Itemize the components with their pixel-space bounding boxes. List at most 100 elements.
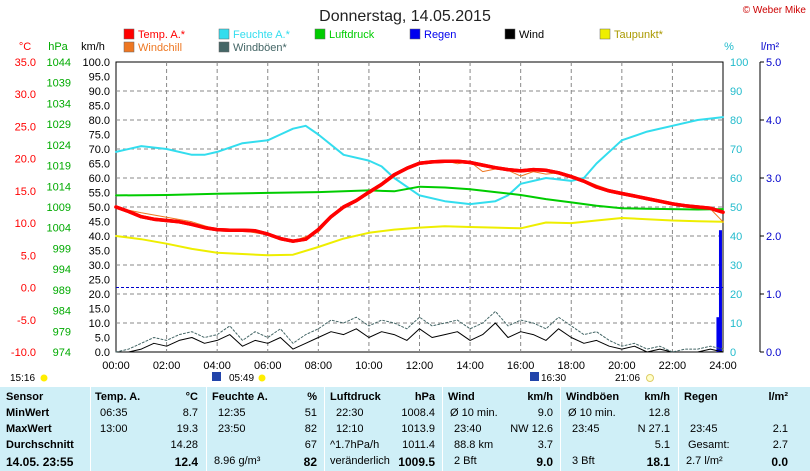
max-rain-value: 2.1 (772, 423, 788, 435)
hum-tick-label: 60 (730, 173, 742, 185)
legend-label: Wind (519, 29, 544, 41)
x-tick-label: 18:00 (557, 360, 585, 372)
rain-bar (718, 230, 722, 352)
rain-bar (716, 317, 720, 352)
x-tick-label: 04:00 (203, 360, 231, 372)
temp-unit-label: °C (19, 41, 31, 53)
row-label-current: 14.05. 23:55 (6, 455, 74, 469)
hum-tick-label: 10 (730, 318, 742, 330)
min-hum-value: 51 (304, 407, 317, 419)
min-hum-time: 12:35 (218, 407, 246, 419)
table-row-current: 14.05. 23:55 12.4 8.96 g/m³ 82 veränderl… (0, 453, 810, 469)
series-line-temp-top (114, 159, 725, 243)
wind-unit-label: km/h (81, 41, 105, 53)
current-gust-value: 18.1 (646, 455, 670, 469)
temp-tick-label: 25.0 (15, 121, 36, 133)
copyright-text: © Weber Mike (743, 5, 807, 16)
current-abs-humidity: 8.96 g/m³ (214, 455, 261, 467)
wind-tick-label: 0.0 (95, 347, 110, 359)
press-tick-label: 999 (53, 243, 71, 255)
x-tick-label: 06:00 (254, 360, 282, 372)
sun-icon (40, 374, 48, 382)
x-tick-label: 24:00 (709, 360, 737, 372)
series-line-wind (115, 322, 724, 353)
legend-swatch (504, 28, 516, 40)
press-tick-label: 1044 (47, 57, 71, 69)
legend-label: Luftdruck (329, 29, 375, 41)
x-tick-label: 16:00 (507, 360, 535, 372)
hum-tick-label: 90 (730, 86, 742, 98)
press-tick-label: 989 (53, 285, 71, 297)
table-row-max: MaxWert 13:00 19.3 23:50 82 12:10 1013.9… (0, 421, 810, 437)
wind-tick-label: 40.0 (89, 231, 110, 243)
temp-tick-label: 0.0 (21, 283, 36, 295)
chart-title: Donnerstag, 14.05.2015 (319, 8, 491, 25)
current-temp-value: 12.4 (174, 455, 198, 469)
table-divider (324, 387, 325, 471)
hum-unit-label: % (724, 41, 734, 53)
temp-tick-label: -5.0 (17, 315, 36, 327)
x-tick-label: 08:00 (305, 360, 333, 372)
press-tick-label: 1009 (47, 202, 71, 214)
legend-swatch (123, 41, 135, 53)
legend-label: Windböen* (233, 42, 288, 54)
table-row-min: MinWert 06:35 8.7 12:35 51 22:30 1008.4 … (0, 405, 810, 421)
wind-tick-label: 100.0 (82, 57, 110, 69)
temp-tick-label: 15.0 (15, 186, 36, 198)
header-gust-unit: km/h (644, 391, 670, 403)
header-hum: Feuchte A. (212, 391, 268, 403)
header-hum-unit: % (307, 391, 317, 403)
table-row-avg: Durchschnitt 14.28 67 ^1.7hPa/h 1011.4 8… (0, 437, 810, 453)
rain-tick-label: 0.0 (766, 347, 781, 359)
x-tick-label: 20:00 (608, 360, 636, 372)
avg-hum-value: 67 (304, 439, 317, 451)
rain-tick-label: 5.0 (766, 57, 781, 69)
hum-tick-label: 0 (730, 347, 736, 359)
sun-row-left-time: 15:16 (10, 373, 35, 384)
header-press-unit: hPa (414, 391, 435, 403)
wind-tick-label: 15.0 (89, 304, 110, 316)
header-press: Luftdruck (330, 391, 381, 403)
header-wind: Wind (448, 391, 475, 403)
rain-unit-label: l/m² (761, 41, 780, 53)
table-divider (90, 387, 91, 471)
legend-label: Regen (424, 29, 456, 41)
avg-press-note: ^1.7hPa/h (330, 439, 380, 451)
legend-swatch (409, 28, 421, 40)
min-temp-value: 8.7 (182, 407, 198, 419)
current-wind-value: 9.0 (536, 455, 553, 469)
series-line-windb-en (115, 310, 724, 353)
wind-tick-label: 60.0 (89, 173, 110, 185)
max-press-value: 1013.9 (401, 423, 435, 435)
max-gust-time: 23:45 (572, 423, 600, 435)
table-divider (442, 387, 443, 471)
max-wind-value: NW 12.6 (510, 423, 553, 435)
avg-wind-value: 3.7 (537, 439, 553, 451)
press-tick-label: 994 (53, 264, 71, 276)
sunset-time: 21:06 (615, 373, 640, 384)
max-temp-value: 19.3 (176, 423, 198, 435)
temp-tick-label: -10.0 (11, 347, 36, 359)
legend-swatch (218, 41, 230, 53)
legend-swatch (314, 28, 326, 40)
table-divider (206, 387, 207, 471)
temp-tick-label: 10.0 (15, 218, 36, 230)
x-tick-label: 22:00 (659, 360, 687, 372)
max-temp-time: 13:00 (100, 423, 128, 435)
max-rain-time: 23:45 (690, 423, 718, 435)
current-wind-bft: 2 Bft (454, 455, 477, 467)
legend-label: Feuchte A.* (233, 29, 291, 41)
min-wind-value: 9.0 (537, 407, 553, 419)
legend-swatch (218, 28, 230, 40)
current-rain-rate: 2.7 l/m² (686, 455, 723, 467)
current-press-value: 1009.5 (398, 455, 435, 469)
current-hum-value: 82 (303, 455, 317, 469)
hum-tick-label: 20 (730, 289, 742, 301)
wind-tick-label: 5.0 (95, 333, 110, 345)
rain-tick-label: 1.0 (766, 289, 781, 301)
header-temp-unit: °C (185, 391, 198, 403)
avg-temp-value: 14.28 (170, 439, 198, 451)
y-axes: 35.0 30.0 25.0 20.0 15.0 10.0 5.0 0.0 -5.0 -10.0 1… (11, 57, 781, 359)
wind-tick-label: 50.0 (89, 202, 110, 214)
x-tick-label: 00:00 (102, 360, 130, 372)
